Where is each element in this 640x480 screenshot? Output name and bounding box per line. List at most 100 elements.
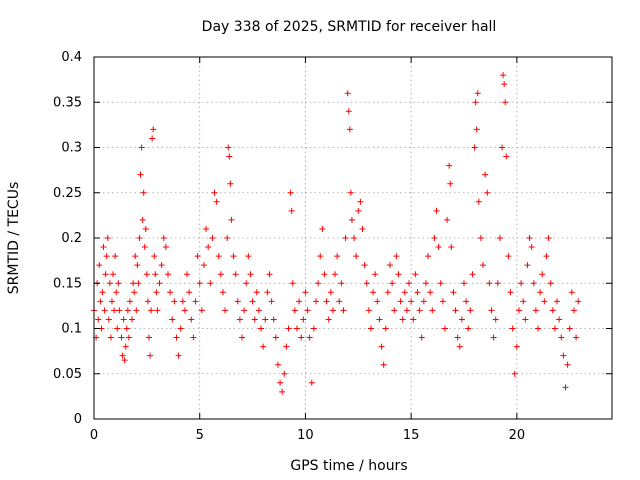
data-point — [96, 262, 103, 269]
data-point — [518, 280, 525, 287]
data-point — [129, 316, 136, 323]
data-point — [446, 162, 453, 169]
data-point — [524, 262, 531, 269]
data-point — [535, 325, 541, 332]
data-point — [511, 370, 518, 377]
data-point — [266, 271, 273, 278]
data-point — [351, 235, 358, 241]
data-point — [137, 171, 144, 178]
data-point — [475, 198, 482, 205]
data-point — [500, 72, 507, 79]
data-point — [103, 253, 110, 260]
data-point — [132, 253, 139, 260]
data-point — [556, 316, 563, 323]
data-point — [192, 298, 199, 305]
data-point — [107, 334, 114, 341]
data-point — [338, 280, 345, 287]
data-point — [158, 262, 165, 269]
data-point — [262, 316, 269, 323]
data-point — [100, 244, 107, 251]
data-point — [287, 189, 294, 196]
data-point — [566, 325, 573, 332]
data-point — [334, 253, 341, 260]
data-point — [541, 298, 548, 305]
data-point — [203, 225, 210, 232]
y-tick-label: 0 — [74, 412, 82, 427]
data-point — [357, 198, 364, 205]
data-point — [537, 289, 544, 296]
data-point — [444, 216, 451, 223]
data-point — [196, 280, 203, 287]
data-point — [108, 298, 115, 305]
data-point — [156, 280, 163, 287]
data-point — [135, 280, 142, 287]
data-point — [121, 357, 128, 364]
data-point — [118, 334, 125, 341]
data-point — [564, 361, 571, 368]
data-point — [102, 271, 109, 278]
data-point — [306, 334, 313, 341]
data-point — [144, 298, 151, 305]
data-point — [112, 253, 119, 260]
data-point — [289, 280, 296, 287]
data-point — [120, 316, 127, 323]
data-point — [515, 307, 522, 314]
data-point — [403, 307, 410, 314]
data-point — [490, 334, 497, 341]
data-point — [245, 253, 252, 260]
data-point — [526, 235, 533, 241]
data-point — [414, 289, 421, 296]
data-point — [104, 235, 111, 241]
data-point — [106, 280, 113, 287]
x-tick-label: 5 — [196, 428, 204, 443]
data-point — [145, 334, 152, 341]
data-point — [281, 370, 288, 377]
data-point — [467, 307, 474, 314]
data-point — [551, 325, 558, 332]
data-point — [119, 352, 126, 359]
data-point — [321, 271, 328, 278]
data-point — [492, 316, 499, 323]
data-point — [116, 307, 123, 314]
data-point — [181, 307, 188, 314]
data-point — [416, 307, 423, 314]
data-point — [279, 388, 286, 395]
y-tick-label: 0.1 — [61, 322, 82, 337]
data-point — [171, 298, 178, 305]
data-point — [397, 298, 404, 305]
data-point — [327, 289, 334, 296]
data-point — [435, 244, 442, 251]
data-point — [458, 316, 465, 323]
data-point — [226, 153, 233, 160]
data-point — [219, 289, 226, 296]
data-point — [283, 343, 290, 350]
data-point — [126, 298, 133, 305]
data-point — [300, 316, 307, 323]
data-point — [452, 307, 459, 314]
data-point — [123, 325, 130, 332]
data-point — [205, 244, 212, 251]
data-point — [344, 90, 351, 97]
data-point — [361, 262, 368, 269]
data-point — [213, 198, 220, 205]
data-point — [501, 81, 508, 88]
data-point — [151, 253, 158, 260]
data-point — [345, 108, 352, 115]
data-point — [503, 153, 510, 160]
data-point — [480, 262, 487, 269]
data-point — [477, 235, 484, 241]
data-point — [509, 325, 516, 332]
data-point — [425, 253, 432, 260]
data-point — [560, 352, 567, 359]
data-point — [313, 298, 319, 305]
data-point — [568, 289, 575, 296]
data-point — [198, 307, 205, 314]
data-point — [410, 316, 417, 323]
data-point — [365, 307, 372, 314]
data-point — [217, 271, 224, 278]
data-point — [439, 298, 446, 305]
data-point — [232, 271, 239, 278]
data-point — [474, 90, 481, 97]
data-point — [264, 289, 271, 296]
data-point — [461, 280, 467, 287]
